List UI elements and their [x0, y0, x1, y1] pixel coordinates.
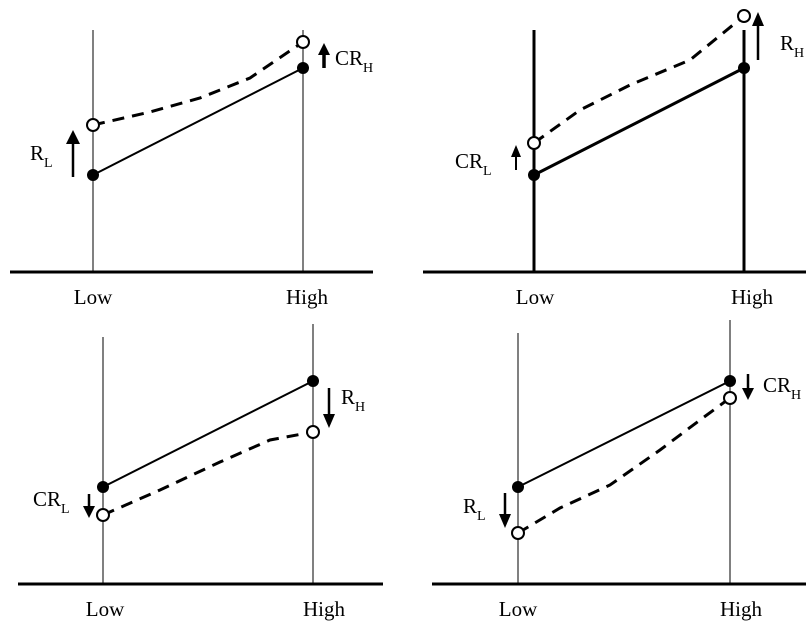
panel-3-dashed-line — [102, 430, 314, 517]
panel-4-x-label-high: High — [720, 597, 763, 621]
panel-2-point-low-open — [527, 136, 541, 150]
panel-2-point-high-filled — [738, 62, 750, 74]
panel-4-solid-line — [517, 380, 731, 488]
panel-3-annotation-left: CRL — [33, 487, 70, 517]
panel-2-annotation-left: CRL — [455, 149, 492, 179]
panel-2-x-label-high: High — [731, 285, 774, 309]
panel-4: RL CRH Low High — [432, 320, 806, 621]
panel-1-point-low-filled — [87, 169, 99, 181]
panel-3-point-low-open — [96, 508, 110, 522]
panel-4-dashed-line — [517, 396, 731, 535]
panel-3-annotation-right: RH — [341, 385, 365, 415]
panel-4-point-high-filled — [724, 375, 736, 387]
panel-1-annotation-left: RL — [30, 141, 53, 171]
panel-1-point-low-open — [86, 118, 100, 132]
panel-4-point-high-open — [723, 391, 737, 405]
panel-1-solid-line — [92, 67, 304, 176]
arrow-down-icon — [323, 388, 335, 428]
panel-4-x-label-low: Low — [499, 597, 538, 621]
panel-4-point-low-filled — [512, 481, 524, 493]
panel-4-annotation-left: RL — [463, 494, 486, 524]
panel-2-dashed-line — [533, 14, 745, 145]
arrow-up-icon — [511, 145, 521, 170]
arrow-up-icon — [66, 130, 80, 177]
panel-4-point-low-open — [511, 526, 525, 540]
panel-1-point-high-open — [296, 35, 310, 49]
panel-3-point-high-open — [306, 425, 320, 439]
panel-1-dashed-line — [92, 40, 304, 127]
arrow-up-icon — [752, 12, 764, 60]
panel-3-point-low-filled — [97, 481, 109, 493]
arrow-up-icon — [318, 43, 330, 68]
panel-1-point-high-filled — [297, 62, 309, 74]
arrow-down-icon — [742, 374, 754, 400]
panel-2-x-label-low: Low — [516, 285, 555, 309]
panel-3-x-label-low: Low — [86, 597, 125, 621]
panel-1-x-label-low: Low — [74, 285, 113, 309]
panel-2-solid-line — [533, 66, 745, 177]
panel-2-point-high-open — [737, 9, 751, 23]
panel-1: RL CRH Low High — [10, 30, 373, 309]
panel-2: CRL RH Low High — [423, 9, 806, 309]
panel-2-annotation-right: RH — [780, 31, 804, 61]
panel-4-annotation-right: CRH — [763, 373, 801, 403]
panel-1-annotation-right: CRH — [335, 46, 373, 76]
arrow-down-icon — [499, 493, 511, 528]
panel-3-solid-line — [102, 380, 314, 488]
arrow-down-icon — [83, 494, 95, 518]
panel-2-point-low-filled — [528, 169, 540, 181]
panel-3-point-high-filled — [307, 375, 319, 387]
panel-3: CRL RH Low High — [18, 324, 383, 621]
panel-3-x-label-high: High — [303, 597, 346, 621]
panel-1-x-label-high: High — [286, 285, 329, 309]
